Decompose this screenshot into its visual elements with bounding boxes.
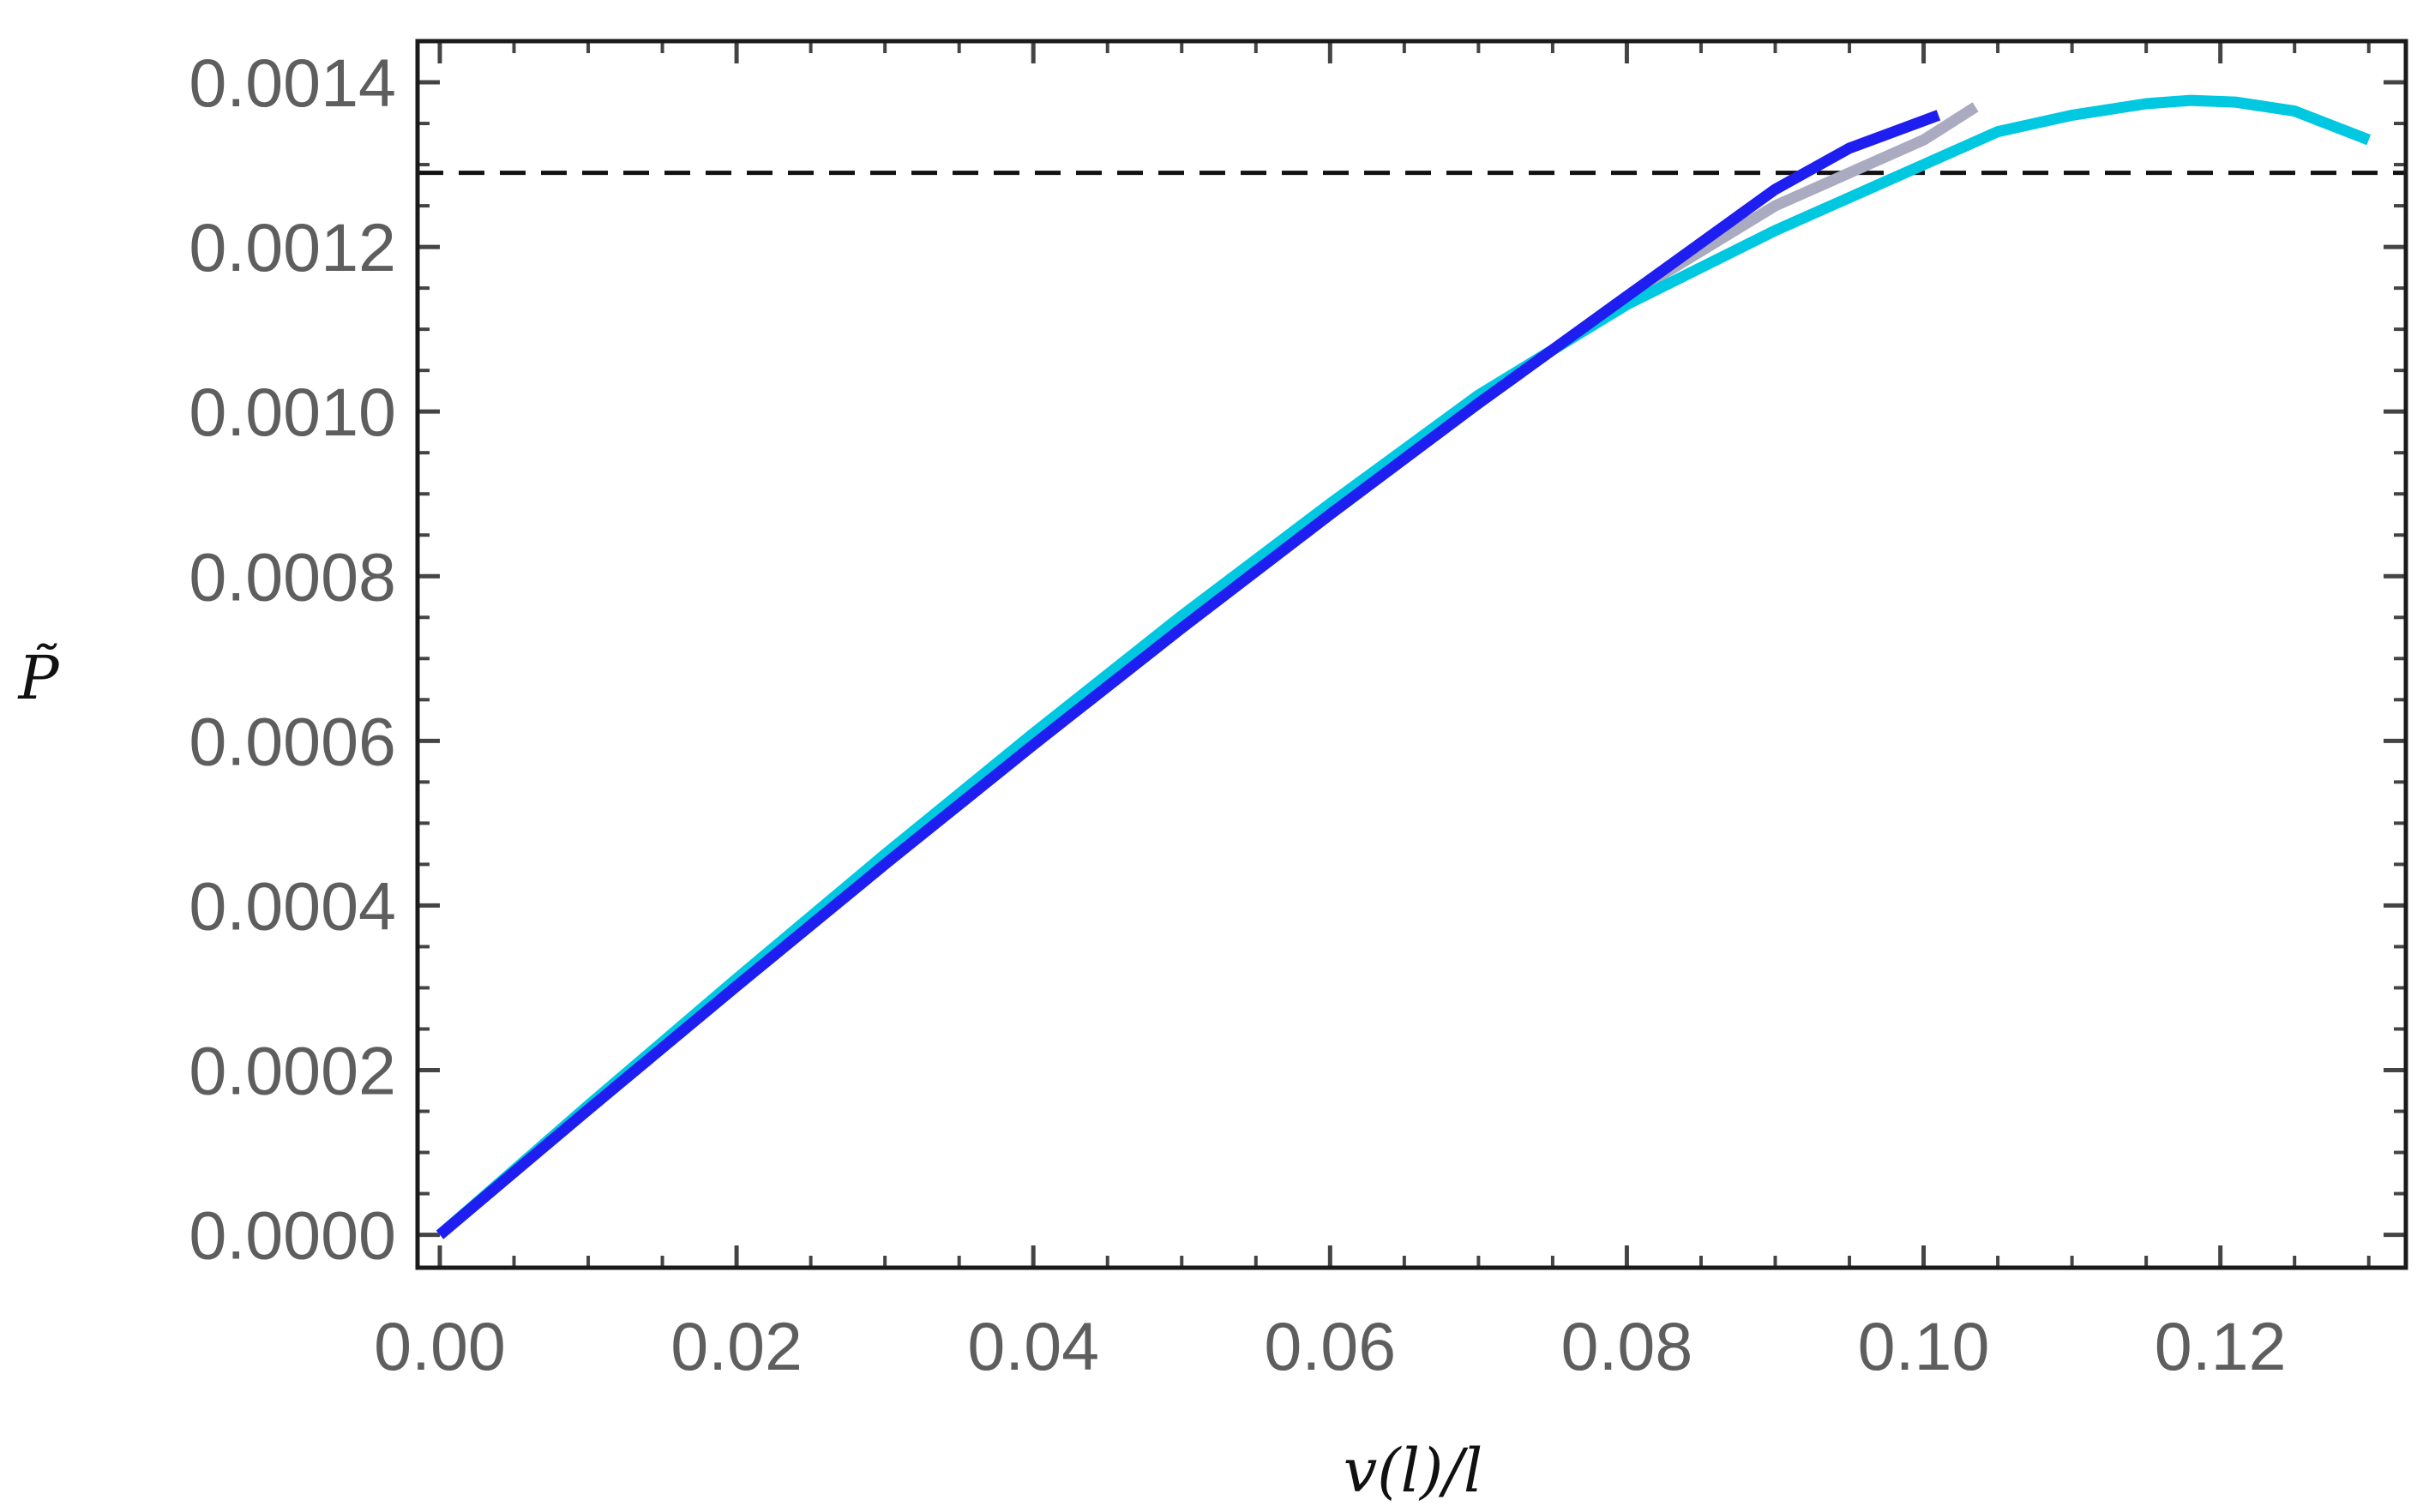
x-tick-label: 0.02 <box>670 1308 803 1384</box>
x-tick-label: 0.00 <box>374 1308 506 1384</box>
x-tick-label: 0.04 <box>967 1308 1099 1384</box>
series-line-2 <box>436 94 2372 1239</box>
y-tick-label: 0.0008 <box>189 538 396 615</box>
y-tick-label: 0.0002 <box>189 1033 396 1109</box>
y-tick-label: 0.0006 <box>189 703 396 779</box>
x-tick-label: 0.06 <box>1264 1308 1396 1384</box>
x-tick-label: 0.10 <box>1858 1308 1990 1384</box>
y-tick-label: 0.0012 <box>189 209 396 285</box>
y-tick-label: 0.0000 <box>189 1197 396 1274</box>
y-tick-label: 0.0010 <box>189 374 396 450</box>
y-tick-label: 0.0004 <box>189 867 396 944</box>
x-tick-label: 0.08 <box>1561 1308 1693 1384</box>
tick-labels-layer: 0.00 0.02 0.04 0.06 0.08 0.10 0.12 0.0000 0.0002… <box>189 45 2286 1384</box>
series-layer <box>436 94 2372 1239</box>
series-line-3 <box>436 110 1941 1239</box>
x-axis-label: v(l)/l <box>1344 1436 1483 1506</box>
x-tick-label: 0.12 <box>2155 1308 2287 1384</box>
plot-frame <box>415 39 2408 1270</box>
y-axis-label: P̃ <box>16 643 60 713</box>
y-tick-label: 0.0014 <box>189 45 396 121</box>
